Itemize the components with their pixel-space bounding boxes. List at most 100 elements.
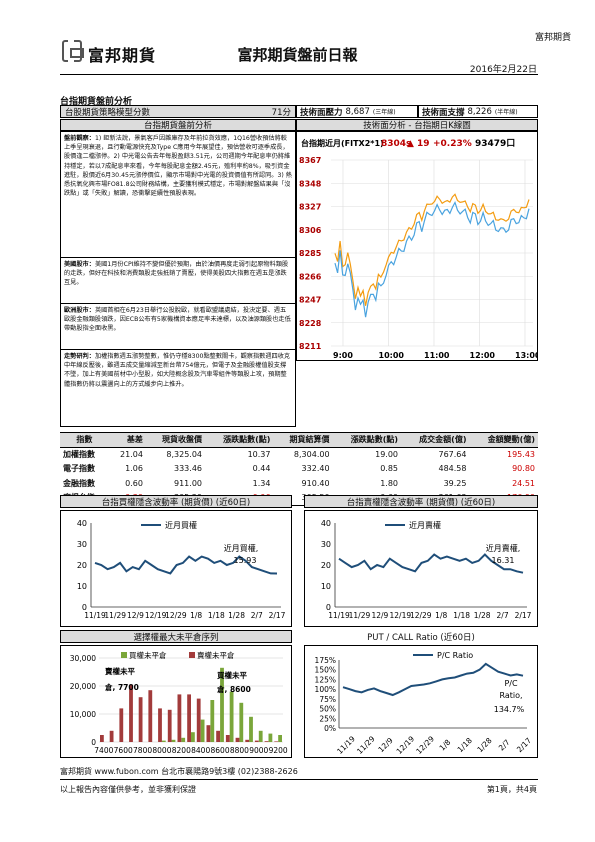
put-iv-title: 台指賣權隱含波動率 (期貨價) (近60日) — [304, 495, 538, 508]
analysis-para: 美國股市：美國1月份CPI維持不變但優於預期，由於油價再度走弱引起原物料類股的走… — [61, 258, 295, 304]
put-oi-bar — [129, 684, 133, 742]
x-tick-label: 12/9 — [376, 736, 394, 754]
oi-title: 選擇權最大未平倉序列 — [60, 630, 292, 643]
y-tick-label: 20,000 — [70, 682, 96, 691]
table-row: 電子指數 1.06 333.46 0.44 332.40 0.85 484.58 90.80 — [60, 462, 538, 477]
put-oi-bar — [225, 735, 230, 742]
series-line — [342, 662, 524, 697]
x-tick-label: 11/19 — [328, 611, 350, 620]
intraday-header: 技術面分析 - 台指期日K線圖 — [296, 119, 538, 131]
col-header: 金額變動(億) — [487, 435, 535, 445]
call-oi-bar — [191, 732, 195, 742]
y-tick-label: 10 — [321, 582, 331, 591]
annotation: Ratio, — [499, 691, 522, 700]
col-header: 現貨收盤價 — [162, 435, 202, 445]
y-tick-label: 125% — [315, 675, 336, 684]
series-line — [338, 553, 524, 574]
x-tick-label: 11/29 — [104, 611, 126, 620]
y-tick-label: 20 — [321, 561, 331, 570]
x-tick-label: 1/8 — [190, 611, 202, 620]
x-tick-label: 11/29 — [355, 734, 377, 756]
put-oi-bar — [216, 730, 220, 742]
y-tick-label: 8211 — [299, 342, 322, 351]
call-oi-bar — [181, 737, 186, 742]
index-price-line — [334, 200, 530, 318]
x-tick-label: 12/19 — [395, 734, 417, 756]
y-tick-label: 50% — [319, 705, 336, 714]
intraday-volume: 93479口 — [475, 138, 515, 149]
call-iv-title: 台指買權隱含波動率 (期貨價) (近60日) — [60, 495, 292, 508]
put-oi-bar — [245, 739, 250, 742]
x-tick-label: 1/28 — [475, 736, 493, 754]
support-box: 技術面支撐 8,226 (半年線) — [418, 105, 538, 118]
resistance-box: 技術面壓力 8,687 (三年線) — [296, 105, 418, 118]
intraday-pct: +0.23% — [433, 139, 472, 149]
y-tick-label: 10,000 — [70, 710, 96, 719]
y-tick-label: 10 — [77, 582, 87, 591]
put-oi-bar — [138, 697, 143, 742]
table-cell: 金融指數 — [63, 478, 95, 488]
legend-label: 買權未平倉 — [129, 650, 167, 660]
report-date: 2016年2月22日 — [469, 65, 537, 75]
table-cell: 39.25 — [443, 478, 467, 488]
y-tick-label: 40 — [321, 519, 331, 528]
call-oi-bar — [268, 733, 273, 742]
y-tick-label: 30,000 — [70, 654, 96, 663]
y-tick-label: 0 — [91, 738, 96, 747]
table-cell: 767.64 — [438, 450, 467, 459]
call-oi-bar — [278, 735, 282, 742]
annotation: 134.7% — [494, 705, 525, 714]
analysis-para: 歐洲股市：英國首相在6月23日舉行公投脫歐，就看歐盟議處結，投決定要、週五歐股金… — [61, 304, 295, 350]
report-title: 富邦期貨盤前日報 — [237, 46, 358, 64]
analysis-para: 盤前觀察：1) 鉅新法說，景氣客戶因雜庫存及年前拉貨效應，1Q16營收預估將較上… — [61, 132, 295, 258]
footer-page-number: 第1頁，共4頁 — [486, 785, 537, 794]
y-tick-label: 8285 — [299, 249, 322, 258]
x-tick-label: 12/9 — [371, 611, 388, 620]
y-tick-label: 8228 — [299, 319, 322, 328]
call-oi-bar — [161, 740, 166, 742]
table-cell: 1.34 — [252, 478, 271, 488]
x-tick-label: 9000 — [249, 746, 268, 755]
x-tick-label: 2/17 — [515, 611, 532, 620]
col-header: 期貨結算價 — [289, 435, 330, 445]
annotation: 16.31 — [492, 556, 515, 565]
y-tick-label: 175% — [315, 656, 336, 665]
x-tick-label: 8200 — [172, 746, 191, 755]
table-cell: 1.06 — [125, 464, 143, 474]
table-cell: 8,325.04 — [166, 450, 202, 459]
annotation: 近月賣權, — [486, 543, 521, 553]
x-tick-label: 2/17 — [515, 736, 533, 754]
col-header: 成交金額(億) — [419, 435, 467, 445]
legend-label: 賣權未平倉 — [197, 650, 235, 660]
x-tick-label: 13:00 — [515, 351, 537, 360]
put-oi-bar — [100, 735, 104, 742]
x-tick-label: 1/18 — [453, 611, 470, 620]
col-header: 漲跌點數(點) — [223, 435, 271, 445]
logo-text: 富邦期貨 — [88, 46, 157, 65]
x-tick-label: 12/29 — [410, 611, 432, 620]
resistance-value: 8,687 — [345, 106, 370, 117]
y-tick-label: 100% — [315, 685, 336, 694]
y-tick-label: 25% — [319, 714, 336, 723]
annotation: 15.93 — [234, 556, 257, 565]
table-cell: 484.58 — [438, 464, 467, 474]
para-title: 美國股市： — [64, 261, 95, 268]
company-logo: 富邦期貨 — [62, 38, 182, 66]
oi-chart: 30,000 20,000 10,000 0 7400 7600 7800 8000 8200 8… — [60, 645, 292, 758]
put-oi-bar — [158, 708, 162, 742]
x-tick-label: 11:00 — [424, 351, 450, 360]
legend-label: P/C Ratio — [437, 651, 473, 660]
annotation: 近月買權, — [224, 543, 259, 553]
call-oi-bar — [210, 700, 215, 742]
table-cell: 0.44 — [252, 464, 271, 474]
table-cell: 911.00 — [174, 478, 202, 488]
strategy-score: 71分 — [271, 107, 291, 118]
call-oi-bar — [171, 739, 176, 742]
table-cell: 10.37 — [247, 450, 271, 459]
put-oi-bar — [196, 698, 201, 742]
analysis-para: 走勢研判：加權指數週五漲勢整數，惟仍守穩8300點整數關卡，觀察指數週四收克中年… — [61, 350, 295, 426]
para-text: 英國首相在6月23日舉行公投脫歐，就看歐盟議處結，投決定要、週五歐股金融類股領跌… — [64, 307, 291, 333]
call-iv-chart: 40 30 20 10 0 11/19 11/29 12/9 12/19 12/29 1/8 1/18… — [60, 510, 292, 627]
x-tick-label: 11/19 — [335, 734, 357, 756]
